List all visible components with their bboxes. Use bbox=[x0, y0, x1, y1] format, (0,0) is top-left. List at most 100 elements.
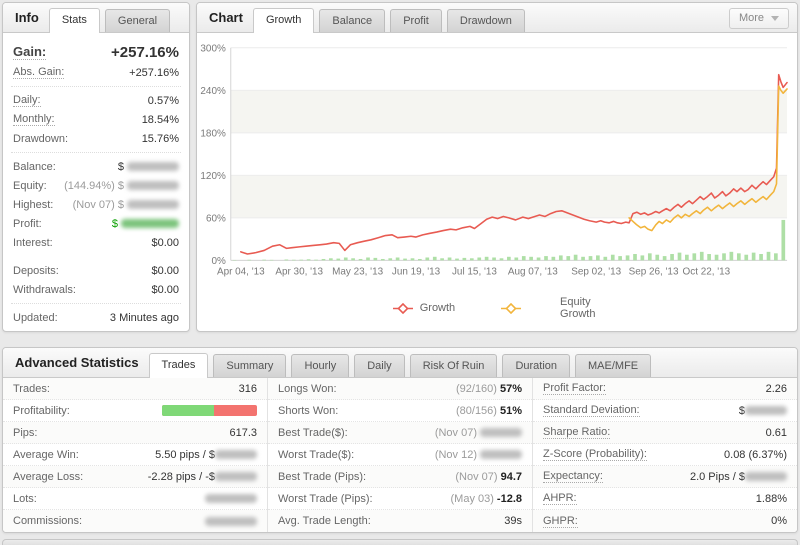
row-average-loss: Average Loss: -2.28 pips / -$ bbox=[3, 466, 267, 488]
ghpr-label[interactable]: GHPR: bbox=[543, 514, 578, 528]
row-trades: Trades: 316 bbox=[3, 378, 267, 400]
legend-equity-growth-label: Equity Growth bbox=[560, 296, 596, 320]
tab-summary[interactable]: Summary bbox=[213, 354, 287, 377]
advanced-tabs: Trades Summary Hourly Daily Risk Of Ruin… bbox=[148, 353, 657, 378]
svg-text:60%: 60% bbox=[206, 213, 226, 224]
row-best-trade-pips: Best Trade (Pips): (Nov 07) 94.7 bbox=[268, 466, 532, 488]
tab-stats[interactable]: Stats bbox=[48, 8, 100, 33]
redacted-value bbox=[745, 472, 787, 482]
standard-deviation-label[interactable]: Standard Deviation: bbox=[543, 404, 640, 417]
deposits-label: Deposits: bbox=[13, 264, 59, 277]
more-button[interactable]: More bbox=[728, 8, 789, 29]
worst-trade-usd-value: (Nov 12) bbox=[435, 449, 522, 461]
row-tracking: Tracking: 0 bbox=[3, 330, 189, 331]
growth-series-marker-icon bbox=[392, 302, 413, 314]
trades-label: Trades: bbox=[13, 382, 50, 395]
tab-general[interactable]: General bbox=[104, 9, 171, 32]
svg-text:240%: 240% bbox=[200, 86, 226, 97]
abs-gain-label[interactable]: Abs. Gain: bbox=[13, 66, 65, 79]
redacted-value bbox=[127, 162, 179, 172]
drawdown-label: Drawdown: bbox=[13, 132, 69, 145]
more-button-label: More bbox=[738, 12, 764, 24]
legend-item-equity-growth[interactable]: Equity Growth bbox=[501, 296, 597, 320]
profitability-label: Profitability: bbox=[13, 404, 70, 417]
info-panel-body: Gain: +257.16% Abs. Gain: +257.16% Daily… bbox=[3, 33, 189, 331]
updated-label: Updated: bbox=[13, 311, 58, 324]
z-score-label[interactable]: Z-Score (Probability): bbox=[543, 448, 647, 461]
worst-trade-pips-label: Worst Trade (Pips): bbox=[278, 492, 373, 505]
row-commissions: Commissions: bbox=[3, 510, 267, 532]
info-panel: Info Stats General Gain: +257.16% Abs. G… bbox=[2, 2, 190, 332]
highest-label: Highest: bbox=[13, 198, 54, 211]
redacted-value bbox=[127, 181, 179, 191]
best-trade-usd-value: (Nov 07) bbox=[435, 427, 522, 439]
expectancy-value: 2.0 Pips / $ bbox=[690, 471, 787, 483]
avg-trade-length-value: 39s bbox=[504, 515, 522, 527]
chevron-down-icon bbox=[771, 15, 779, 21]
commissions-label: Commissions: bbox=[13, 515, 83, 527]
deposits-value: $0.00 bbox=[151, 264, 179, 277]
trades-value: 316 bbox=[238, 382, 257, 395]
row-abs-gain: Abs. Gain: +257.16% bbox=[3, 63, 189, 82]
divider bbox=[11, 303, 181, 304]
advanced-statistics-header: Advanced Statistics Trades Summary Hourl… bbox=[3, 348, 797, 378]
row-gain: Gain: +257.16% bbox=[3, 37, 189, 63]
tab-hourly[interactable]: Hourly bbox=[291, 354, 350, 377]
sharpe-ratio-value: 0.61 bbox=[765, 426, 787, 439]
row-average-win: Average Win: 5.50 pips / $ bbox=[3, 444, 267, 466]
profit-factor-label[interactable]: Profit Factor: bbox=[543, 382, 606, 395]
row-profit-factor: Profit Factor: 2.26 bbox=[533, 378, 797, 400]
best-trade-usd-label: Best Trade($): bbox=[278, 426, 348, 439]
lots-label: Lots: bbox=[13, 492, 37, 505]
next-panel-edge bbox=[2, 539, 798, 545]
row-equity: Equity: (144.94%) $ bbox=[3, 176, 189, 195]
svg-text:120%: 120% bbox=[200, 171, 226, 182]
divider bbox=[11, 86, 181, 87]
row-deposits: Deposits: $0.00 bbox=[3, 261, 189, 280]
tab-daily[interactable]: Daily bbox=[354, 354, 405, 377]
tab-trades[interactable]: Trades bbox=[148, 353, 209, 378]
tab-mae-mfe[interactable]: MAE/MFE bbox=[575, 354, 652, 377]
equity-series-marker-icon bbox=[501, 302, 522, 314]
expectancy-label[interactable]: Expectancy: bbox=[543, 470, 603, 483]
lots-value bbox=[205, 493, 257, 505]
average-loss-value: -2.28 pips / -$ bbox=[148, 471, 257, 483]
advanced-statistics-body: Trades: 316 Profitability: Pips: 617.3 A… bbox=[3, 378, 797, 532]
legend-item-growth[interactable]: Growth bbox=[392, 296, 456, 320]
tab-growth[interactable]: Growth bbox=[252, 8, 315, 33]
standard-deviation-value: $ bbox=[739, 405, 787, 417]
sharpe-ratio-label[interactable]: Sharpe Ratio: bbox=[543, 426, 611, 439]
interest-value: $0.00 bbox=[151, 236, 179, 249]
row-best-trade-usd: Best Trade($): (Nov 07) bbox=[268, 422, 532, 444]
redacted-value bbox=[215, 472, 257, 482]
average-loss-label: Average Loss: bbox=[13, 470, 84, 483]
advanced-statistics-title: Advanced Statistics bbox=[15, 355, 139, 370]
tab-duration[interactable]: Duration bbox=[502, 354, 571, 377]
ghpr-value: 0% bbox=[771, 515, 787, 527]
svg-text:Jul 15, '13: Jul 15, '13 bbox=[452, 266, 497, 277]
monthly-value: 18.54% bbox=[141, 113, 179, 126]
svg-text:May 23, '13: May 23, '13 bbox=[332, 266, 383, 277]
balance-label: Balance: bbox=[13, 160, 56, 173]
tab-profit[interactable]: Profit bbox=[390, 9, 442, 32]
redacted-value bbox=[205, 494, 257, 504]
tab-balance[interactable]: Balance bbox=[319, 9, 386, 32]
shorts-won-value: (80/156) 51% bbox=[455, 404, 522, 417]
daily-value: 0.57% bbox=[147, 94, 179, 107]
equity-value: (144.94%) $ bbox=[64, 180, 179, 192]
legend-growth-label: Growth bbox=[419, 302, 456, 314]
tab-drawdown[interactable]: Drawdown bbox=[446, 9, 525, 32]
growth-chart: 0% 60% 120% 180% 240% 300% Apr 04, '13 Apr 30, … bbox=[200, 43, 788, 277]
ahpr-label[interactable]: AHPR: bbox=[543, 492, 577, 505]
equity-label: Equity: bbox=[13, 179, 47, 192]
best-trade-pips-value: (Nov 07) 94.7 bbox=[455, 470, 522, 483]
row-shorts-won: Shorts Won: (80/156) 51% bbox=[268, 400, 532, 422]
daily-label[interactable]: Daily: bbox=[13, 94, 41, 107]
worst-trade-pips-value: (May 03) -12.8 bbox=[450, 492, 522, 505]
monthly-label[interactable]: Monthly: bbox=[13, 113, 55, 126]
svg-text:300%: 300% bbox=[200, 43, 226, 54]
chart-panel-header: Chart Growth Balance Profit Drawdown Mor… bbox=[197, 3, 797, 33]
gain-label[interactable]: Gain: bbox=[13, 44, 47, 60]
tab-risk-of-ruin[interactable]: Risk Of Ruin bbox=[409, 354, 498, 377]
